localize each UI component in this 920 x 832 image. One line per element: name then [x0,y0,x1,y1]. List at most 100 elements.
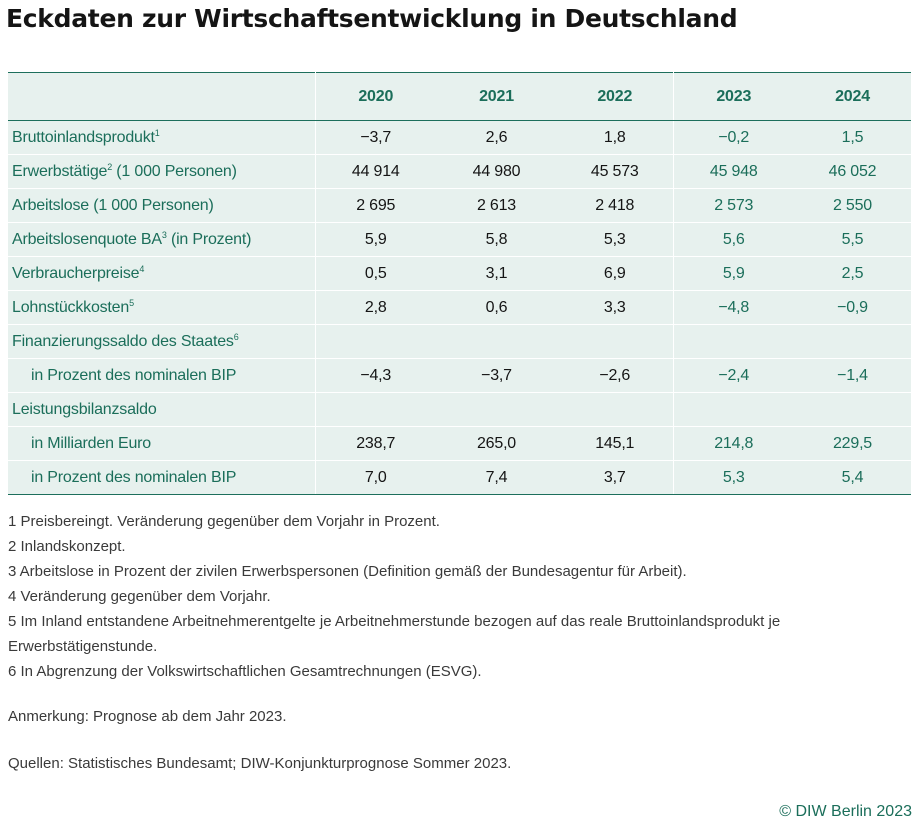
table-cell: 6,9 [557,256,673,291]
table-cell: 45 948 [672,154,794,189]
footnote-mark: 3 [161,229,167,240]
row-label: Verbraucherpreise4 [8,256,315,291]
table-cell: 3,3 [557,290,673,325]
table-cell [314,324,436,359]
table-cell: 7,4 [436,460,557,495]
table-cell: −4,8 [672,290,794,325]
row-label: Lohnstückkosten5 [8,290,315,325]
remark-note: Anmerkung: Prognose ab dem Jahr 2023. [8,708,287,725]
row-label: in Milliarden Euro [8,426,315,461]
table-cell: 238,7 [314,426,436,461]
table-cell [436,324,557,359]
table-cell [672,324,794,359]
row-label: Arbeitslose (1 000 Personen) [8,188,315,223]
table-cell [314,392,436,427]
footnote-mark: 2 [107,161,113,172]
footnote-mark: 5 [129,297,134,308]
table-row: Arbeitslosenquote BA3 (in Prozent) 5,9 5… [8,222,911,257]
table-cell [557,392,673,427]
table-cell: 44 980 [436,154,557,189]
column-header: 2023 [672,72,794,121]
table-cell: −3,7 [436,358,557,393]
table-cell: 229,5 [794,426,911,461]
column-header: 2021 [436,72,557,121]
table-cell: 5,5 [794,222,911,257]
table-row: Finanzierungssaldo des Staates6 [8,324,911,359]
column-header: 2020 [314,72,436,121]
table-row: in Prozent des nominalen BIP 7,0 7,4 3,7… [8,460,911,495]
table-cell [794,392,911,427]
table-row: Bruttoinlandsprodukt1 −3,7 2,6 1,8 −0,2 … [8,120,911,155]
table-cell: 3,1 [436,256,557,291]
table-cell: 5,9 [672,256,794,291]
table-header-row: 2020 2021 2022 2023 2024 [8,72,911,121]
row-label: Leistungsbilanzsaldo [8,392,315,427]
column-header [8,72,315,121]
table-row: Arbeitslose (1 000 Personen) 2 695 2 613… [8,188,911,223]
column-header: 2022 [557,72,673,121]
table-cell: 1,5 [794,120,911,155]
table-cell [794,324,911,359]
table-cell: −1,4 [794,358,911,393]
table-row: Verbraucherpreise4 0,5 3,1 6,9 5,9 2,5 [8,256,911,291]
footnote: 3 Arbeitslose in Prozent der zivilen Erw… [8,563,687,580]
table-cell: −3,7 [314,120,436,155]
footnote-mark: 6 [233,331,239,342]
footnote: 4 Veränderung gegenüber dem Vorjahr. [8,588,271,605]
table-cell: 46 052 [794,154,911,189]
row-label: in Prozent des nominalen BIP [8,358,315,393]
table-cell: 2 573 [672,188,794,223]
row-label: Arbeitslosenquote BA3 (in Prozent) [8,222,315,257]
table-cell [672,392,794,427]
table-cell: 5,6 [672,222,794,257]
table-cell: 214,8 [672,426,794,461]
copyright-notice: © DIW Berlin 2023 [779,803,912,820]
table-cell: 5,8 [436,222,557,257]
table-row: in Milliarden Euro 238,7 265,0 145,1 214… [8,426,911,461]
row-label: Bruttoinlandsprodukt1 [8,120,315,155]
footnote: 1 Preisbereingt. Veränderung gegenüber d… [8,513,440,530]
table-cell: 1,8 [557,120,673,155]
table-cell: 5,3 [672,460,794,495]
table-cell: 5,9 [314,222,436,257]
table-cell: 5,3 [557,222,673,257]
table-cell: 0,5 [314,256,436,291]
table-cell: 7,0 [314,460,436,495]
table-cell: −0,9 [794,290,911,325]
row-label: Finanzierungssaldo des Staates6 [8,324,315,359]
table-cell: 265,0 [436,426,557,461]
table-cell: 44 914 [314,154,436,189]
footnote: 2 Inlandskonzept. [8,538,126,555]
table-cell: 2 418 [557,188,673,223]
table-cell: 2,6 [436,120,557,155]
table-cell: 2,5 [794,256,911,291]
footnote-mark: 1 [154,127,160,138]
table-cell: −0,2 [672,120,794,155]
table-cell: 145,1 [557,426,673,461]
table-cell: −2,6 [557,358,673,393]
table-cell: 45 573 [557,154,673,189]
row-label: in Prozent des nominalen BIP [8,460,315,495]
footnote-mark: 4 [139,263,145,274]
row-label: Erwerbstätige2 (1 000 Personen) [8,154,315,189]
table-row: Lohnstückkosten5 2,8 0,6 3,3 −4,8 −0,9 [8,290,911,325]
table-cell: 3,7 [557,460,673,495]
table-cell: 2 695 [314,188,436,223]
table-cell: 5,4 [794,460,911,495]
page-title: Eckdaten zur Wirtschaftsentwicklung in D… [6,4,738,33]
table-cell [557,324,673,359]
table-cell: 2 550 [794,188,911,223]
sources-note: Quellen: Statistisches Bundesamt; DIW-Ko… [8,755,512,772]
table-row: Leistungsbilanzsaldo [8,392,911,427]
footnote: 6 In Abgrenzung der Volkswirtschaftliche… [8,663,482,680]
table-cell: −4,3 [314,358,436,393]
data-table: 2020 2021 2022 2023 2024 Bruttoinlandspr… [8,72,911,495]
table-cell: 0,6 [436,290,557,325]
table-row: in Prozent des nominalen BIP −4,3 −3,7 −… [8,358,911,393]
table-cell: 2,8 [314,290,436,325]
table-cell: 2 613 [436,188,557,223]
table-row: Erwerbstätige2 (1 000 Personen) 44 914 4… [8,154,911,189]
footnotes: 1 Preisbereingt. Veränderung gegenüber d… [8,509,908,684]
table-cell [436,392,557,427]
column-header: 2024 [794,72,911,121]
